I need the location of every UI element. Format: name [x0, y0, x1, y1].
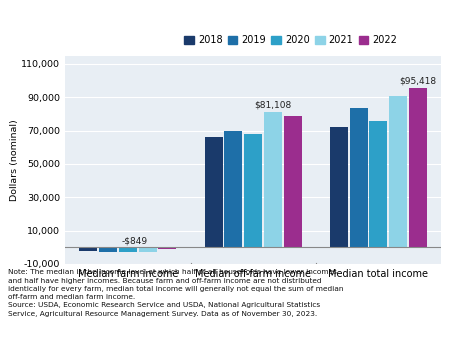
Bar — [139, 247, 157, 252]
Bar — [264, 112, 282, 247]
Text: $95,418: $95,418 — [399, 77, 436, 86]
Bar — [119, 247, 137, 252]
Bar — [389, 95, 407, 247]
Bar — [244, 134, 262, 247]
Bar — [158, 247, 176, 249]
Text: $81,108: $81,108 — [254, 101, 292, 109]
Bar — [330, 127, 348, 247]
Bar — [224, 131, 243, 247]
Text: -$849: -$849 — [122, 236, 148, 245]
Bar — [204, 137, 223, 247]
Bar — [284, 116, 302, 247]
Text: Median farm income, off-farm income, and total income of farm
households, 2018–2: Median farm income, off-farm income, and… — [7, 10, 450, 40]
Bar — [350, 108, 368, 247]
Bar — [79, 247, 97, 251]
Bar — [369, 121, 387, 247]
Y-axis label: Dollars (nominal): Dollars (nominal) — [9, 119, 18, 201]
Bar — [99, 247, 117, 252]
Legend: 2018, 2019, 2020, 2021, 2022: 2018, 2019, 2020, 2021, 2022 — [180, 31, 401, 49]
Text: Note: The median is the income level at which half of all households have lower : Note: The median is the income level at … — [8, 269, 344, 317]
Bar — [409, 88, 427, 247]
